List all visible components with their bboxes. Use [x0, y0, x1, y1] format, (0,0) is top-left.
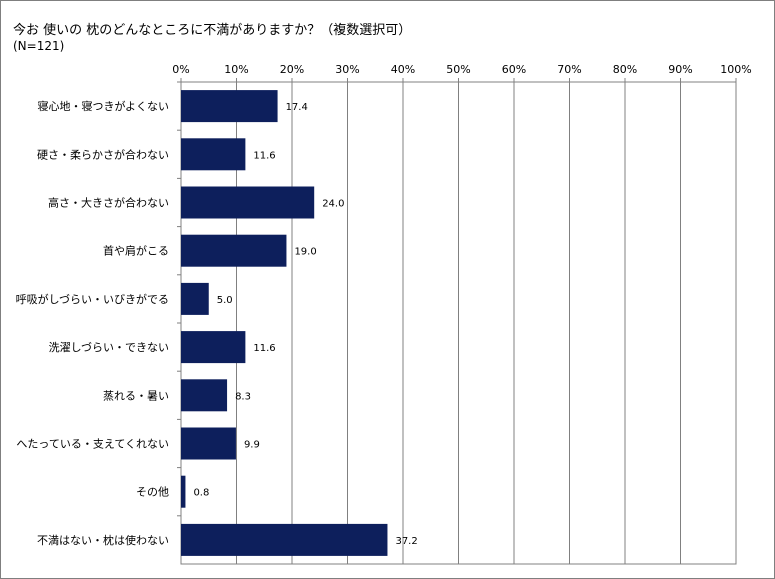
bar: [181, 379, 228, 412]
data-label: 11.6: [253, 150, 275, 161]
data-label: 37.2: [395, 536, 417, 547]
bar: [181, 331, 246, 364]
x-tick-label: 100%: [720, 63, 751, 76]
x-tick-label: 70%: [557, 63, 581, 76]
x-tick-label: 0%: [172, 63, 189, 76]
category-label: その他: [136, 486, 169, 499]
bar: [181, 186, 315, 219]
x-tick-label: 50%: [446, 63, 470, 76]
category-label: へたっている・支えてくれない: [16, 438, 169, 451]
chart-title: 今お 使いの 枕のどんなところに不満がありますか？（複数選択可）: [13, 23, 412, 38]
category-label: 高さ・大きさが合わない: [48, 196, 169, 210]
category-label: 寝心地・寝つきがよくない: [38, 99, 169, 113]
category-label: 蒸れる・暑い: [103, 389, 169, 402]
category-label: 不満はない・枕は使わない: [37, 533, 169, 547]
category-label: 洗濯しづらい・できない: [49, 341, 169, 354]
data-label: 17.4: [286, 102, 308, 113]
data-label: 24.0: [322, 199, 344, 210]
data-label: 9.9: [244, 440, 260, 451]
category-label: 首や肩がこる: [103, 244, 169, 258]
x-tick-label: 60%: [502, 63, 526, 76]
data-label: 5.0: [217, 295, 233, 306]
bar: [181, 138, 246, 171]
x-tick-label: 30%: [335, 63, 359, 76]
bar: [181, 282, 209, 315]
chart-subtitle: (N=121): [13, 39, 65, 53]
x-tick-label: 20%: [280, 63, 304, 76]
bar: [181, 523, 388, 556]
bar: [181, 234, 287, 267]
data-label: 0.8: [193, 488, 209, 499]
category-label: 呼吸がしづらい・いびきがでる: [16, 292, 169, 306]
x-tick-label: 80%: [613, 63, 637, 76]
data-label: 19.0: [294, 247, 316, 258]
bar: [181, 427, 236, 460]
data-label: 11.6: [253, 343, 275, 354]
bar: [181, 475, 186, 508]
x-tick-label: 40%: [391, 63, 415, 76]
x-tick-label: 90%: [668, 63, 692, 76]
x-tick-label: 10%: [224, 63, 248, 76]
bar: [181, 90, 278, 123]
data-label: 8.3: [235, 391, 251, 402]
category-label: 硬さ・柔らかさが合わない: [37, 147, 169, 161]
